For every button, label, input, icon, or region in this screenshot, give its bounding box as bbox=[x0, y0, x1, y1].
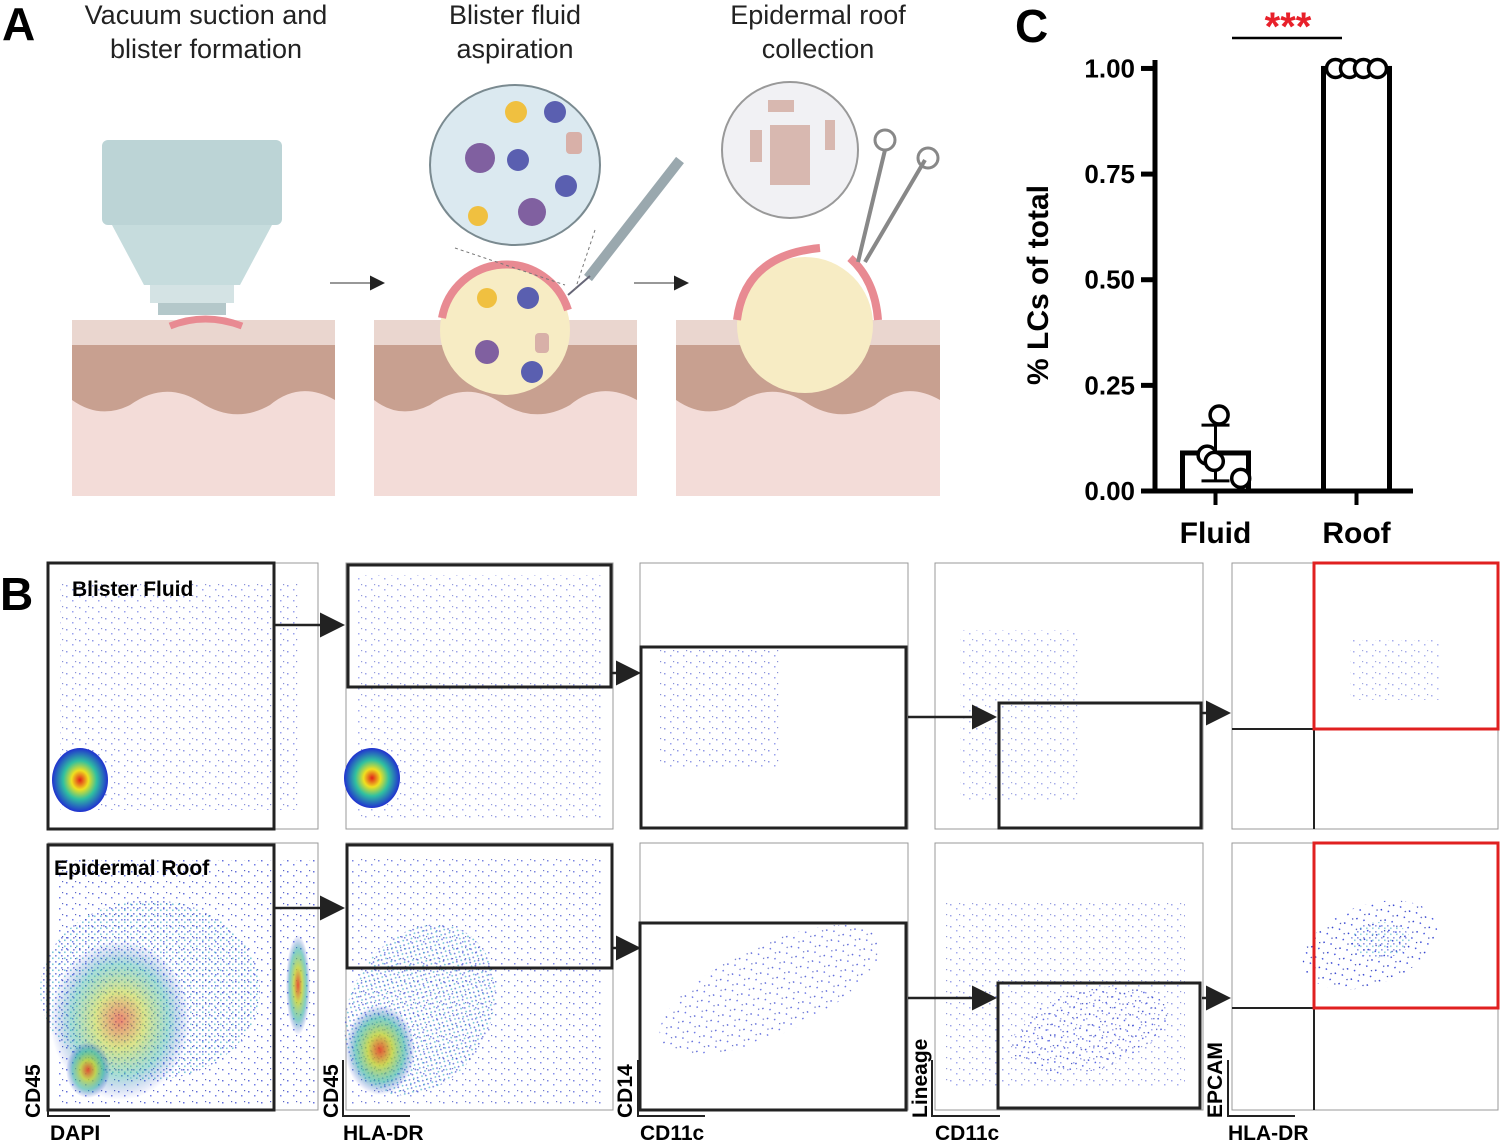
y-tick-label: 0.25 bbox=[1084, 370, 1135, 400]
y-axis-label: Lineage bbox=[909, 1039, 932, 1118]
x-axis-label: DAPI bbox=[50, 1122, 100, 1143]
row-title: Blister Fluid bbox=[72, 578, 193, 601]
bar bbox=[1321, 65, 1392, 494]
data-point bbox=[1208, 404, 1230, 426]
flow-axis-labels: CD45 DAPI CD45 HLA-DR CD14 CD11c Lineage… bbox=[22, 1039, 1308, 1145]
y-tick-label: 0.50 bbox=[1084, 265, 1135, 295]
x-axis-label: CD11c bbox=[935, 1122, 1000, 1143]
step-title: collection bbox=[762, 34, 875, 64]
y-axis-label: CD14 bbox=[614, 1064, 637, 1118]
step-titles: Vacuum suction and blister formation Bli… bbox=[85, 0, 907, 64]
panel-label: A bbox=[2, 0, 35, 50]
row-title: Epidermal Roof bbox=[54, 857, 210, 880]
x-axis-label: CD11c bbox=[640, 1122, 705, 1143]
y-axis-label: EPCAM bbox=[1204, 1042, 1227, 1118]
y-axis-label: CD45 bbox=[320, 1064, 343, 1118]
y-axis-label: % LCs of total bbox=[1022, 185, 1055, 385]
x-tick-label: Fluid bbox=[1180, 517, 1252, 550]
panel-label: C bbox=[1015, 0, 1048, 52]
y-tick-label: 0.75 bbox=[1084, 159, 1135, 189]
x-axis-label: HLA-DR bbox=[1228, 1122, 1308, 1143]
step-title: Blister fluid bbox=[449, 0, 581, 30]
step-title: blister formation bbox=[110, 34, 302, 64]
significance-label: *** bbox=[1265, 5, 1312, 49]
panel-label: B bbox=[0, 568, 33, 620]
y-axis-label: CD45 bbox=[22, 1064, 45, 1118]
data-point bbox=[1229, 467, 1252, 490]
step-title: Epidermal roof bbox=[730, 0, 906, 30]
x-axis-label: HLA-DR bbox=[343, 1122, 423, 1143]
skin-illustrations bbox=[72, 81, 940, 496]
step-title: aspiration bbox=[456, 34, 573, 64]
flow-plots: Blister Fluid Epidermal Roof bbox=[40, 561, 1500, 1117]
y-tick-label: 1.00 bbox=[1084, 53, 1135, 83]
step-title: Vacuum suction and bbox=[85, 0, 328, 30]
x-tick-label: Roof bbox=[1322, 517, 1391, 550]
data-point bbox=[1203, 450, 1226, 473]
bar-chart: 0.00 0.25 0.50 0.75 1.00 % LCs of total Fluid R… bbox=[1022, 5, 1413, 550]
y-tick-label: 0.00 bbox=[1084, 476, 1135, 506]
data-point bbox=[1366, 57, 1389, 80]
